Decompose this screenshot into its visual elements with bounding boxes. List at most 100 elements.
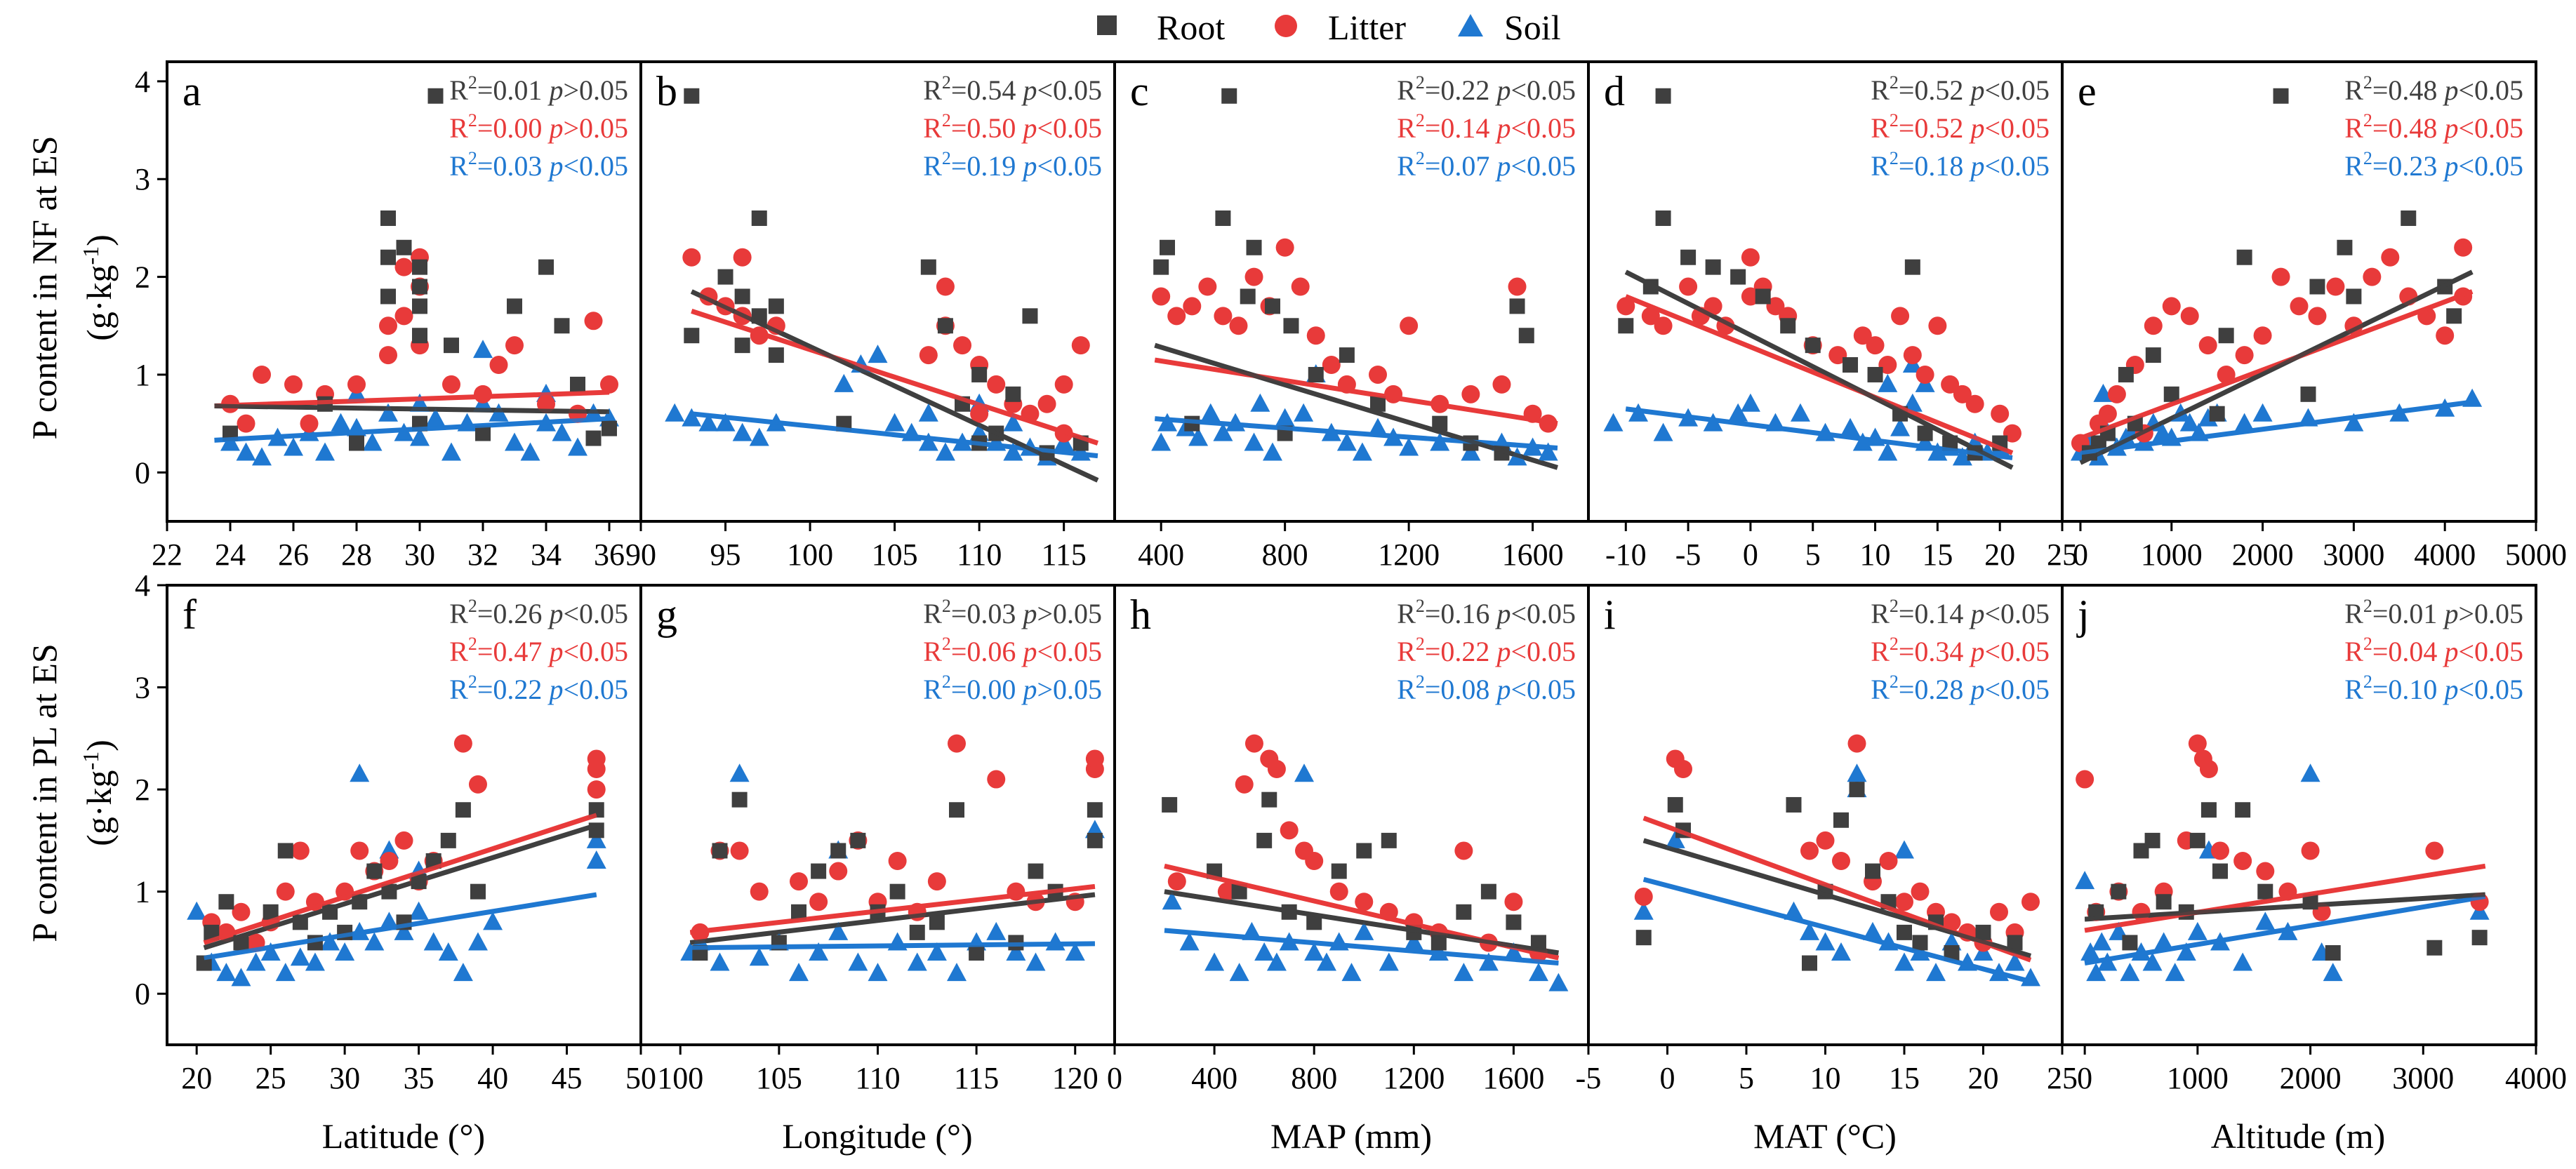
fit-line-overlay-root	[691, 289, 1099, 483]
litter-point	[1244, 267, 1263, 286]
x-tick-label: 45	[552, 1061, 583, 1095]
soil-point	[2179, 413, 2200, 432]
root-point	[717, 269, 733, 285]
soil-point	[350, 763, 370, 782]
litter-point	[232, 902, 251, 921]
stat-root: R2=0.03 p>0.05	[923, 596, 1102, 629]
soil-point	[1162, 891, 1182, 910]
fit-line-overlay-root	[1624, 269, 2014, 470]
root-point	[412, 328, 427, 344]
panel-j: 0 1000 2000 3000 4000 j R2=0.01 p>0.05 R2=0.04 …	[2061, 584, 2567, 1095]
y-tick-label: 1	[135, 875, 150, 909]
soil-point	[1503, 942, 1524, 961]
soil-point	[729, 763, 750, 782]
soil-point	[986, 921, 1007, 940]
litter-point	[1275, 238, 1294, 257]
soil-point	[1538, 442, 1558, 461]
soil-point	[2088, 447, 2109, 466]
soil-point	[284, 437, 303, 456]
x-tick-label: 4000	[2414, 537, 2476, 572]
soil-point	[1784, 901, 1804, 920]
root-point	[2200, 802, 2217, 818]
panel-e: 0 1000 2000 3000 4000 5000 e R2=0.48 p<0.05 R2=0…	[2061, 60, 2567, 572]
stat-litter: R2=0.34 p<0.05	[1871, 634, 2050, 667]
x-tick-label: 50	[625, 1061, 656, 1095]
root-point	[2145, 347, 2161, 363]
soil-point	[935, 442, 955, 461]
y-title-bottom-line1: P content in PL at ES	[25, 643, 64, 942]
litter-point	[1167, 307, 1186, 326]
root-point	[1246, 239, 1262, 255]
x-tick-label: 1000	[2167, 1061, 2229, 1095]
litter-point	[730, 841, 749, 860]
soil-point	[1188, 427, 1209, 446]
litter-point	[2217, 365, 2236, 384]
legend-label-soil: Soil	[1504, 8, 1561, 47]
litter-point	[489, 356, 508, 375]
soil-point	[947, 963, 967, 982]
soil-point	[918, 403, 938, 422]
soil-point	[1354, 921, 1374, 940]
soil-point	[473, 340, 493, 359]
root-point	[929, 914, 945, 930]
stat-soil: R2=0.28 p<0.05	[1871, 672, 2050, 705]
litter-point	[733, 248, 752, 267]
x-tick-label: 110	[855, 1061, 900, 1095]
root-point	[1331, 863, 1347, 879]
x-tick-label: 1200	[1378, 537, 1440, 572]
root-point	[811, 863, 827, 879]
y-tick-label: 3	[135, 162, 150, 196]
litter-point	[1903, 346, 1922, 365]
litter-point	[300, 414, 319, 433]
litter-point	[276, 882, 295, 901]
x-tick-label: 0	[2073, 537, 2088, 572]
litter-point	[1152, 287, 1171, 306]
x-tick-label: 800	[1262, 537, 1308, 572]
soil-point	[2252, 403, 2273, 422]
fit-line-overlay-litter	[214, 390, 610, 408]
panel-letter: j	[2076, 592, 2090, 638]
litter-point	[394, 258, 413, 276]
soil-point	[1847, 763, 1867, 782]
x-tick-label: 2000	[2232, 537, 2294, 572]
x-tick-label: 30	[404, 537, 435, 572]
soil-point	[2153, 932, 2174, 951]
root-point	[2163, 386, 2179, 402]
root-point	[349, 435, 364, 451]
root-point	[440, 832, 456, 848]
root-point	[204, 924, 220, 940]
stat-soil: R2=0.18 p<0.05	[1871, 148, 2050, 182]
soil-point	[1548, 973, 1569, 991]
root-point	[412, 259, 427, 275]
litter-point	[2253, 326, 2272, 345]
soil-point	[378, 403, 398, 422]
root-point	[2337, 239, 2353, 255]
root-point	[1833, 812, 1849, 828]
litter-point	[948, 734, 966, 753]
stat-root: R2=0.54 p<0.05	[923, 72, 1102, 106]
x-title-altitude: Altitude (m)	[2211, 1116, 2386, 1156]
y-tick-label: 0	[135, 455, 150, 490]
soil-point	[2300, 763, 2321, 782]
soil-point	[1878, 442, 1898, 461]
stat-litter: R2=0.47 p<0.05	[449, 634, 628, 667]
plot-area-h	[1162, 734, 1569, 991]
litter-point	[1847, 734, 1866, 753]
litter-point	[2198, 336, 2217, 355]
litter-point	[1214, 307, 1233, 326]
soil-point	[1003, 442, 1023, 461]
soil-point	[2344, 413, 2364, 432]
root-point	[1306, 914, 1322, 930]
litter-point	[1369, 365, 1387, 384]
litter-point	[380, 852, 399, 870]
fit-line-overlay-soil	[1164, 928, 1559, 966]
soil-point	[483, 911, 503, 930]
root-point	[1843, 357, 1859, 373]
soil-point	[489, 403, 509, 422]
litter-point	[2211, 841, 2229, 860]
litter-point	[2162, 297, 2181, 316]
x-tick-label: 26	[278, 537, 309, 572]
root-point	[2300, 386, 2316, 402]
root-point	[2325, 945, 2341, 961]
